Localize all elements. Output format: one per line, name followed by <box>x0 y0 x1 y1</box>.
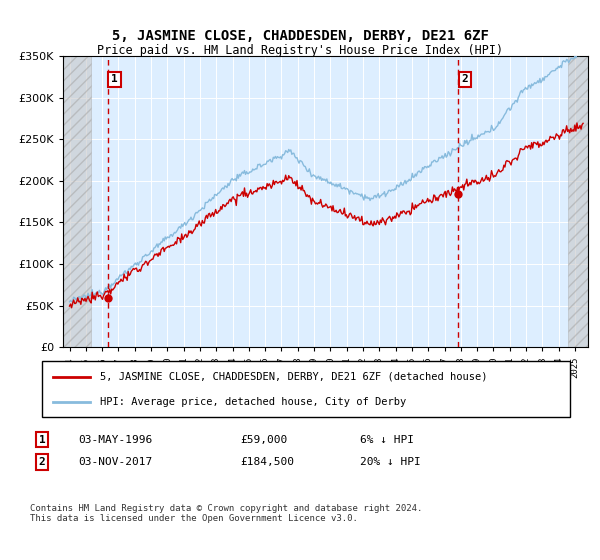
Text: 5, JASMINE CLOSE, CHADDESDEN, DERBY, DE21 6ZF: 5, JASMINE CLOSE, CHADDESDEN, DERBY, DE2… <box>112 29 488 44</box>
Bar <box>568 56 588 347</box>
Text: £59,000: £59,000 <box>240 435 287 445</box>
Text: HPI: Average price, detached house, City of Derby: HPI: Average price, detached house, City… <box>100 396 406 407</box>
Text: 6% ↓ HPI: 6% ↓ HPI <box>360 435 414 445</box>
Text: 2: 2 <box>38 457 46 467</box>
Text: 03-NOV-2017: 03-NOV-2017 <box>78 457 152 467</box>
Text: 1: 1 <box>111 74 118 85</box>
Text: Price paid vs. HM Land Registry's House Price Index (HPI): Price paid vs. HM Land Registry's House … <box>97 44 503 57</box>
Text: 20% ↓ HPI: 20% ↓ HPI <box>360 457 421 467</box>
Bar <box>63 56 91 347</box>
Text: 03-MAY-1996: 03-MAY-1996 <box>78 435 152 445</box>
Text: Contains HM Land Registry data © Crown copyright and database right 2024.
This d: Contains HM Land Registry data © Crown c… <box>30 504 422 524</box>
Text: 2: 2 <box>461 74 468 85</box>
FancyBboxPatch shape <box>42 361 570 417</box>
Text: 1: 1 <box>38 435 46 445</box>
Text: £184,500: £184,500 <box>240 457 294 467</box>
Text: 5, JASMINE CLOSE, CHADDESDEN, DERBY, DE21 6ZF (detached house): 5, JASMINE CLOSE, CHADDESDEN, DERBY, DE2… <box>100 372 488 382</box>
